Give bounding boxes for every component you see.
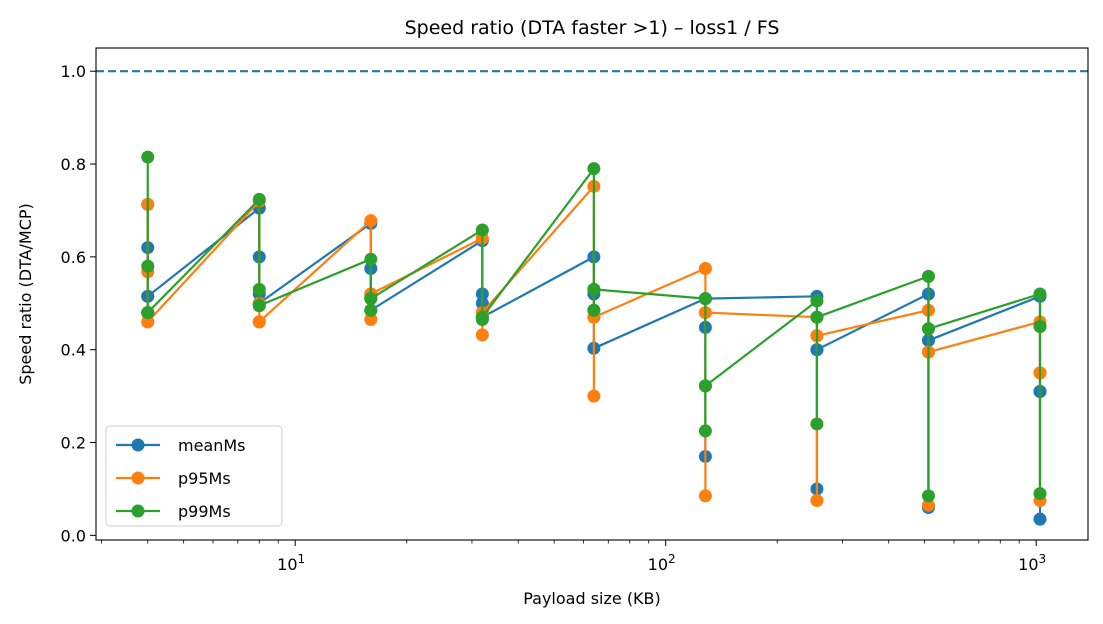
data-point-p95Ms xyxy=(475,328,489,342)
axes-frame xyxy=(95,47,1089,541)
data-point-p99Ms xyxy=(1033,487,1047,501)
data-point-p99Ms xyxy=(141,150,155,164)
data-point-p99Ms xyxy=(1033,287,1047,301)
data-point-p99Ms xyxy=(810,310,824,324)
legend-label-meanMs: meanMs xyxy=(178,436,246,455)
data-point-p99Ms xyxy=(698,379,712,393)
data-point-p95Ms xyxy=(921,498,935,512)
y-axis-label: Speed ratio (DTA/MCP) xyxy=(16,203,35,385)
x-tick-label: 102 xyxy=(648,552,676,574)
data-point-p99Ms xyxy=(698,292,712,306)
y-tick-label: 0.4 xyxy=(61,341,86,360)
x-tick-label: 103 xyxy=(1018,552,1046,574)
data-point-p99Ms xyxy=(1033,319,1047,333)
data-point-p99Ms xyxy=(364,252,378,266)
data-point-p99Ms xyxy=(921,489,935,503)
data-point-p99Ms xyxy=(921,269,935,283)
series-line-p99Ms xyxy=(146,157,1042,498)
data-point-p99Ms xyxy=(141,306,155,320)
x-axis-label: Payload size (KB) xyxy=(523,589,661,608)
data-point-p99Ms xyxy=(475,223,489,237)
data-point-meanMs xyxy=(1033,512,1047,526)
y-tick-label: 0.8 xyxy=(61,155,86,174)
legend-marker-p95Ms xyxy=(131,471,145,485)
data-point-p99Ms xyxy=(252,192,266,206)
data-point-p95Ms xyxy=(587,389,601,403)
data-point-p99Ms xyxy=(252,282,266,296)
data-point-p99Ms xyxy=(141,259,155,273)
data-point-p99Ms xyxy=(587,282,601,296)
data-point-p95Ms xyxy=(364,313,378,327)
legend-box xyxy=(105,425,283,527)
legend-marker-meanMs xyxy=(131,438,145,452)
data-point-p99Ms xyxy=(364,303,378,317)
legend-marker-p99Ms xyxy=(131,504,145,518)
data-point-p95Ms xyxy=(364,214,378,228)
y-tick-label: 0.0 xyxy=(61,526,86,545)
data-point-p95Ms xyxy=(698,261,712,275)
data-point-p95Ms xyxy=(810,494,824,508)
legend-label-p99Ms: p99Ms xyxy=(178,502,231,521)
data-point-p95Ms xyxy=(698,489,712,503)
y-tick-label: 0.2 xyxy=(61,434,86,453)
chart-title: Speed ratio (DTA faster >1) – loss1 / FS xyxy=(405,17,780,39)
plot-area xyxy=(96,70,1088,526)
data-point-p99Ms xyxy=(364,292,378,306)
data-point-p99Ms xyxy=(698,424,712,438)
data-point-p95Ms xyxy=(252,315,266,329)
legend-label-p95Ms: p95Ms xyxy=(178,469,231,488)
y-tick-label: 0.6 xyxy=(61,248,86,267)
legend: meanMs p95Ms p99Ms xyxy=(105,425,283,527)
data-point-p95Ms xyxy=(141,315,155,329)
y-tick-label: 1.0 xyxy=(61,62,86,81)
data-point-p99Ms xyxy=(252,299,266,313)
plot-inner xyxy=(96,70,1088,526)
data-point-p99Ms xyxy=(587,303,601,317)
data-point-p99Ms xyxy=(810,294,824,308)
x-tick-label: 101 xyxy=(277,552,305,574)
data-point-p99Ms xyxy=(475,310,489,324)
data-point-p99Ms xyxy=(810,417,824,431)
data-point-p99Ms xyxy=(587,162,601,176)
data-point-p99Ms xyxy=(921,322,935,336)
axes: 0.0 0.2 0.4 0.6 0.8 1.0 101 102 103 xyxy=(61,47,1089,574)
